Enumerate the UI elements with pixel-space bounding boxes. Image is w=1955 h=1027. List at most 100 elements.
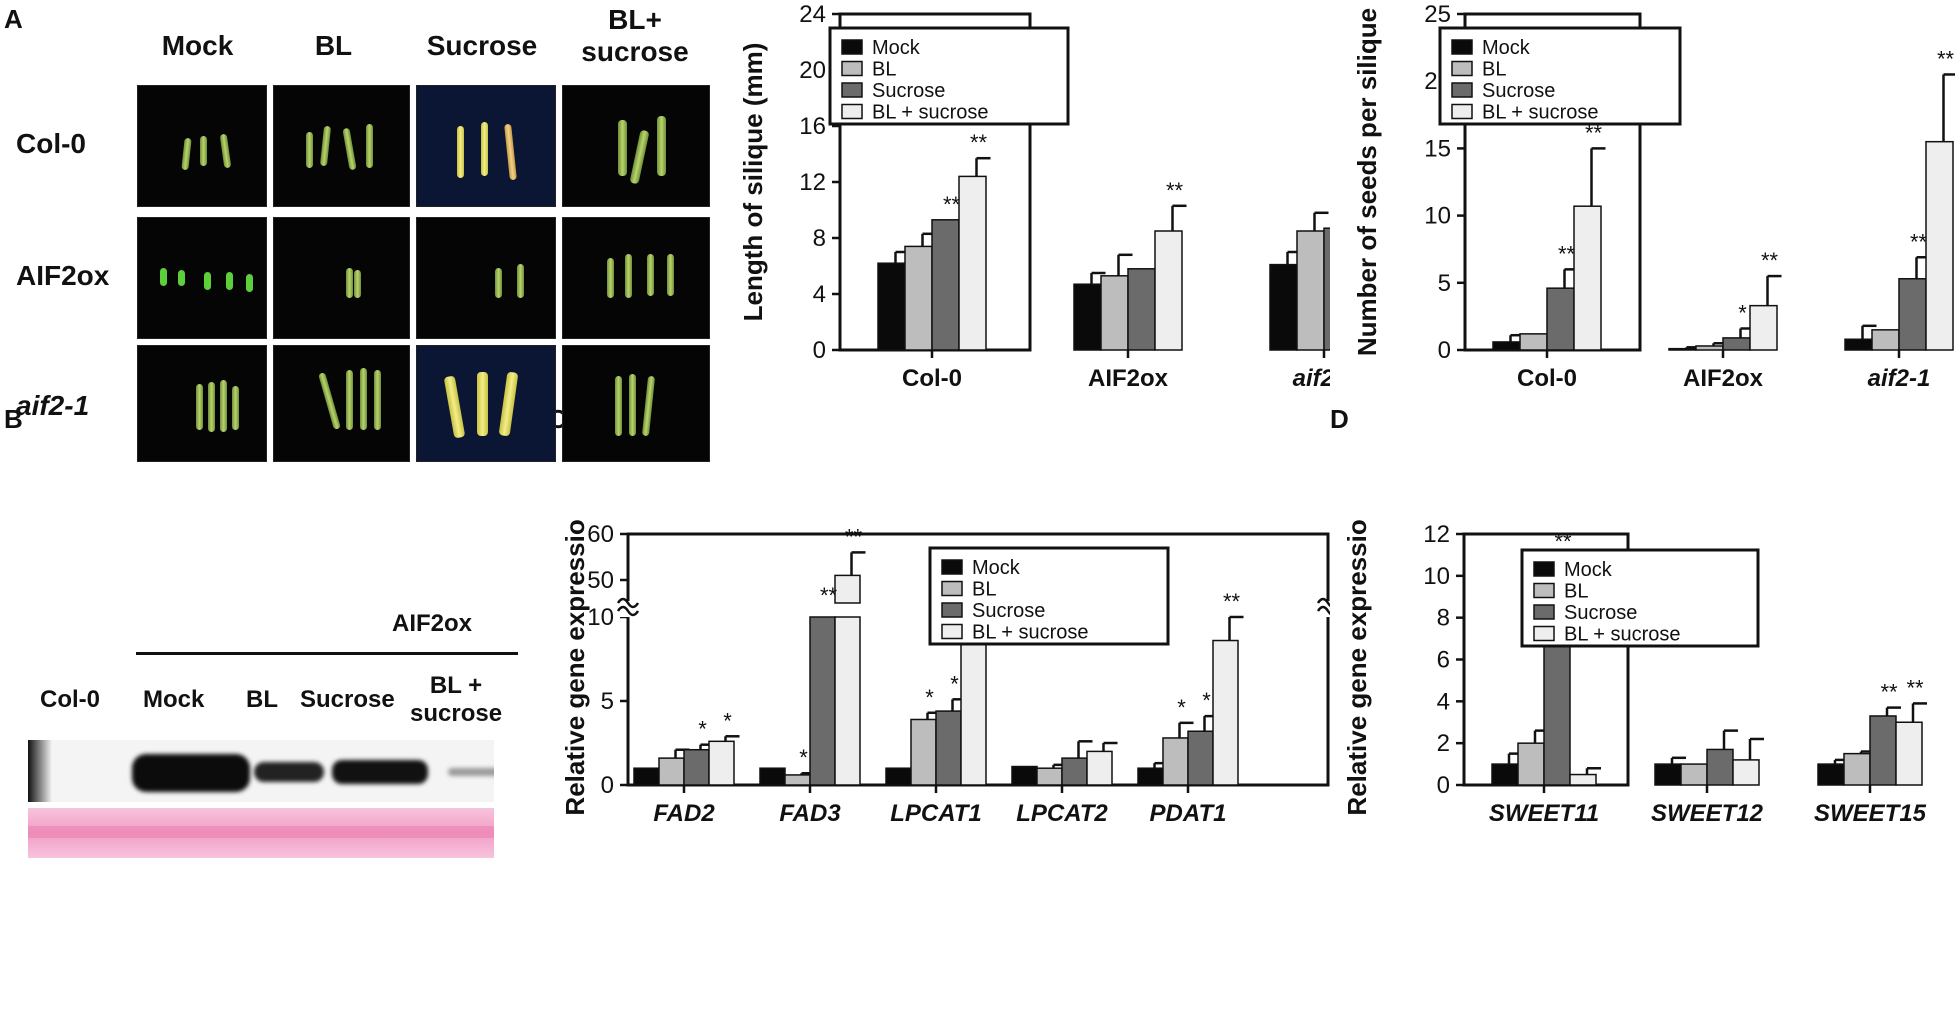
legend-swatch-bl — [941, 580, 963, 597]
y-tick-label: 10 — [1424, 203, 1451, 230]
legend-swatch-bl-sucrose — [1451, 103, 1473, 120]
bar-sucrose-sweet12 — [1706, 748, 1734, 786]
significance-mark: * — [925, 685, 934, 710]
significance-mark: ** — [1761, 248, 1779, 273]
bar-bl-sucrose-sweet12 — [1732, 759, 1760, 786]
significance-mark: ** — [845, 524, 863, 549]
bar-bl-sucrose-col-0 — [1573, 205, 1602, 351]
photo-col-label-sucrose: Sucrose — [426, 30, 538, 61]
western-blot-image — [28, 740, 494, 802]
bar-mock-sweet15 — [1817, 763, 1845, 786]
legend-label-sucrose: Sucrose — [872, 80, 945, 102]
legend-frame — [828, 26, 1070, 126]
y-tick-label: 16 — [799, 113, 826, 140]
y-tick-label: 0 — [1438, 337, 1451, 364]
silique-photo-col0-mock — [137, 85, 267, 207]
x-tick-label-lpcat2: LPCAT2 — [1016, 800, 1108, 827]
western-lane-mock: Mock — [143, 686, 205, 713]
significance-mark: * — [698, 717, 707, 742]
significance-mark: ** — [1558, 241, 1576, 266]
bar-sucrose-col-0 — [931, 219, 960, 351]
silique-photo-col0-bl-sucrose — [562, 85, 710, 207]
significance-mark: ** — [1937, 46, 1955, 71]
significance-mark: ** — [1166, 178, 1184, 203]
bar-sucrose-fad2 — [683, 748, 710, 786]
significance-mark: * — [799, 745, 808, 770]
silique-photo-aif2ox-mock — [137, 217, 267, 339]
legend-swatch-sucrose — [1451, 82, 1473, 98]
axis-break-mark — [1316, 597, 1330, 608]
y-tick-label: 8 — [813, 225, 826, 252]
bar-sucrose-aif2ox — [1722, 337, 1751, 351]
bar-bl-sucrose-pdat1 — [1212, 639, 1239, 786]
y-tick-label: 5 — [601, 688, 614, 715]
western-band-bl — [254, 762, 324, 782]
silique-photo-aif2ox-sucrose — [416, 217, 556, 339]
western-lane-sucrose: Sucrose — [300, 686, 395, 713]
western-band-mock — [132, 754, 250, 792]
legend-label-bl-sucrose: BL + sucrose — [872, 102, 989, 124]
significance-mark: ** — [1585, 120, 1603, 145]
y-tick-label: 15 — [1424, 135, 1451, 162]
silique-photo-aif2-1-sucrose — [416, 345, 556, 462]
legend-swatch-bl-sucrose — [941, 623, 963, 640]
significance-mark: * — [950, 671, 959, 696]
x-tick-label-sweet15: SWEET15 — [1814, 800, 1927, 827]
silique-photo-aif2ox-bl-sucrose — [562, 217, 710, 339]
x-tick-label-col-0: Col-0 — [902, 365, 962, 392]
significance-mark: ** — [970, 130, 988, 155]
legend-frame — [1438, 26, 1682, 126]
y-tick-label: 8 — [1437, 605, 1450, 632]
x-tick-label-col-0: Col-0 — [1517, 365, 1577, 392]
y-tick-label: 24 — [799, 1, 826, 28]
y-axis-label: Relative gene expression — [1342, 520, 1372, 816]
x-tick-label-lpcat1: LPCAT1 — [890, 800, 982, 827]
bar-bl-sucrose-aif2ox — [1154, 230, 1183, 351]
bar-bl-lpcat1 — [910, 718, 937, 786]
bar-mock-aif2-1 — [1269, 263, 1298, 351]
bar-sucrose-aif2ox — [1127, 268, 1156, 351]
western-group-label: AIF2ox — [392, 610, 473, 637]
legend-swatch-sucrose — [841, 82, 863, 98]
y-tick-label: 4 — [813, 281, 826, 308]
x-tick-label-aif2ox: AIF2ox — [1683, 365, 1764, 392]
x-tick-label-aif2-1: aif2-1 — [1293, 365, 1330, 392]
legend-label-bl-sucrose: BL + sucrose — [972, 622, 1089, 644]
bar-bl-sucrose-fad3 — [834, 616, 861, 786]
y-tick-label: 25 — [1424, 1, 1451, 28]
bar-mock-sweet11 — [1491, 763, 1519, 786]
bar-mock-sweet12 — [1654, 763, 1682, 786]
legend-label-mock: Mock — [972, 557, 1021, 579]
legend-frame — [1520, 548, 1760, 648]
legend-swatch-mock — [1451, 39, 1473, 55]
bar-mock-lpcat1 — [885, 767, 912, 786]
bar-bl-sucrose-sweet11 — [1569, 773, 1597, 786]
legend-swatch-bl — [841, 60, 863, 77]
western-band-bl-sucrose — [448, 768, 494, 776]
legend-label-bl: BL — [972, 579, 996, 601]
x-tick-label-sweet11: SWEET11 — [1489, 800, 1599, 827]
panel-letter-b: B — [4, 404, 23, 434]
legend-frame — [928, 546, 1170, 646]
photo-row-label-aif2ox: AIF2ox — [16, 260, 110, 291]
y-tick-label: 50 — [587, 567, 614, 594]
western-lane-col0: Col-0 — [40, 686, 100, 713]
y-axis-label: Length of silique (mm) — [738, 43, 768, 322]
legend-label-bl: BL — [1564, 581, 1588, 603]
y-tick-label: 2 — [1437, 730, 1450, 757]
bar-bl-lpcat2 — [1036, 767, 1063, 786]
y-axis-label: Number of seeds per silique — [1352, 8, 1382, 356]
chart-silique-length: 0 4 8 12 16 20 24 Length of silique (mm) Col-0 AI… — [738, 1, 1330, 392]
significance-mark: * — [723, 708, 732, 733]
axis-break-gap — [1318, 601, 1330, 617]
legend-label-sucrose: Sucrose — [1564, 602, 1637, 624]
y-tick-label: 10 — [587, 604, 614, 631]
bar-mock-aif2-1 — [1844, 338, 1873, 351]
y-tick-label: 12 — [799, 169, 826, 196]
bar-bl-sucrose-fad2 — [708, 740, 735, 786]
legend-swatch-mock — [1533, 561, 1555, 577]
